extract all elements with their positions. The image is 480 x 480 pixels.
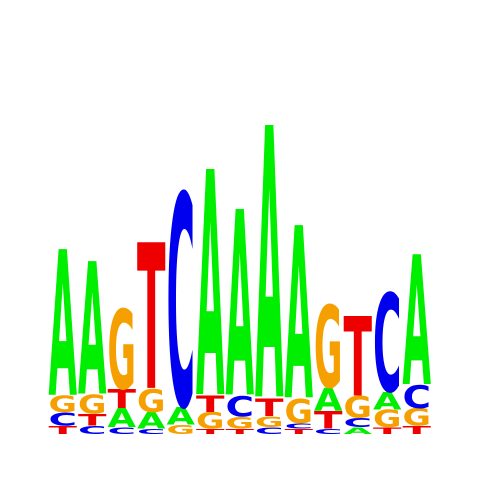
logo-letter-t: T	[49, 424, 78, 436]
logo-letter-c: C	[78, 424, 106, 437]
logo-letter-c: C	[403, 380, 432, 416]
logo-letter-a: A	[314, 383, 343, 419]
logo-letter-a: A	[108, 405, 137, 434]
logo-letter-c: C	[255, 426, 283, 437]
logo-letter-c: C	[344, 415, 372, 430]
logo-letter-c: C	[314, 427, 342, 436]
logo-letter-g: G	[49, 392, 77, 418]
logo-letter-t: T	[285, 427, 314, 435]
logo-letter-a: A	[373, 388, 402, 415]
logo-letter-g: G	[403, 403, 431, 431]
logo-letter-t: T	[255, 395, 283, 422]
logo-letter-a: A	[167, 403, 196, 430]
logo-letter-g: G	[78, 391, 106, 420]
logo-letter-a: A	[255, 52, 284, 480]
logo-letter-t: T	[226, 427, 255, 435]
logo-letter-t: T	[344, 295, 372, 422]
logo-letter-g: G	[255, 414, 283, 431]
logo-letter-g: G	[196, 408, 224, 434]
logo-letter-g: G	[285, 393, 313, 431]
logo-letter-c: C	[226, 391, 254, 423]
logo-letter-c: C	[285, 422, 313, 431]
logo-letter-g: G	[344, 390, 372, 424]
logo-letter-t: T	[78, 411, 107, 430]
logo-letter-c: C	[49, 410, 78, 431]
logo-letter-g: G	[314, 283, 342, 414]
logo-letter-g: G	[167, 423, 195, 438]
logo-letter-a: A	[137, 409, 166, 434]
logo-letter-c: C	[108, 426, 136, 437]
logo-letter-t: T	[196, 392, 225, 418]
logo-letter-g: G	[226, 414, 254, 433]
logo-letter-c: C	[373, 267, 401, 423]
logo-letter-a: A	[78, 224, 106, 436]
logo-letter-c: C	[137, 427, 165, 436]
logo-letter-a: A	[403, 221, 431, 427]
logo-letter-t: T	[403, 424, 432, 436]
logo-letter-t: T	[196, 427, 225, 435]
logo-letter-t: T	[108, 385, 137, 414]
logo-letter-t: T	[314, 408, 342, 435]
logo-letter-g: G	[137, 384, 165, 420]
logo-letter-a: A	[285, 178, 313, 453]
logo-letter-c: C	[167, 136, 195, 474]
logo-letter-a: A	[226, 158, 254, 455]
logo-letter-g: G	[108, 289, 136, 416]
logo-letter-t: T	[137, 204, 165, 437]
logo-column-5: GAC	[167, 136, 196, 474]
logo-letter-a: A	[344, 426, 373, 436]
logo-letter-g: G	[373, 405, 401, 433]
logo-letter-t: T	[373, 426, 402, 437]
logo-letter-a: A	[49, 210, 77, 442]
logo-letter-a: A	[196, 108, 224, 467]
